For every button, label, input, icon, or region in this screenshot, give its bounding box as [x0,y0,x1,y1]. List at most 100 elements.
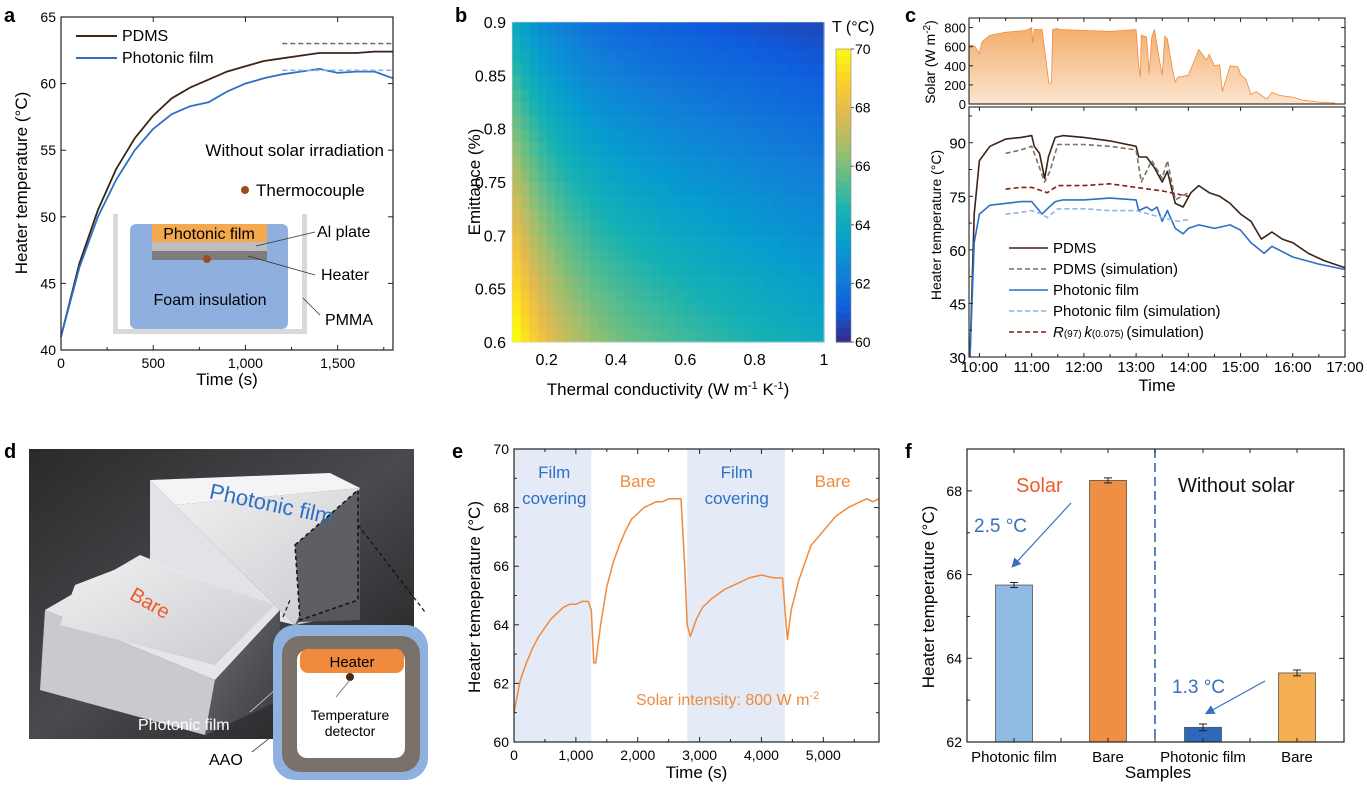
heatmap-cell [772,168,782,183]
heatmap-cell [555,22,565,36]
heatmap-cell [512,128,522,143]
heatmap-cell [546,222,556,236]
heatmap-cell [728,22,738,36]
heatmap-cell [676,288,686,303]
heatmap-cell [581,128,591,143]
x-category-label: Bare [1281,749,1313,766]
heatmap-cell [572,75,582,90]
heatmap-cell [789,88,799,103]
heatmap-cell [538,248,548,263]
heatmap-cell [624,195,634,210]
heatmap-cell [616,142,626,156]
colorbar-segment [836,298,851,306]
heatmap-cell [659,22,669,36]
heatmap-cell [728,182,738,196]
heatmap-cell [806,75,816,90]
heatmap-cell [780,275,790,290]
colorbar-tick-label: 68 [855,100,871,116]
heatmap-cell [728,88,738,103]
heatmap-cell [633,75,643,90]
heatmap-cell [676,248,686,263]
heatmap-cell [772,275,782,290]
plot-frame [60,16,394,351]
heatmap-cell [746,262,756,276]
heatmap-cell [529,222,539,236]
heatmap-cell [772,328,782,343]
heatmap-cell [512,182,522,196]
heatmap-cell [746,115,756,130]
heatmap-cell [607,222,617,236]
colorbar-segment [836,107,851,116]
heatmap-cell [555,262,565,276]
heatmap-cell [642,75,652,90]
heatmap-cell [806,62,816,76]
heatmap-cell [789,262,799,276]
heatmap-cell [711,248,721,263]
heatmap-cell [772,88,782,103]
heatmap-cell [642,22,652,36]
series-line-pdms [60,50,393,337]
heatmap-cell [720,328,730,343]
heatmap-cell [737,168,747,183]
heatmap-cell [659,168,669,183]
heatmap-cell [546,48,556,63]
heatmap-cell [642,315,652,330]
heatmap-cell [581,195,591,210]
arrow-solar [1011,502,1072,568]
heatmap-cell [564,275,574,290]
heatmap-cell [555,328,565,343]
heatmap-cell [746,35,756,50]
heatmap-cell [815,315,825,330]
heatmap-cell [581,262,591,276]
heatmap-cell [564,328,574,343]
y-tick-label: 75 [949,189,966,206]
heatmap-cell [702,115,712,130]
heatmap-cell [772,155,782,170]
heatmap-cell [720,288,730,303]
heatmap-cell [555,302,565,316]
heatmap-cell [564,128,574,143]
heatmap-cell [772,315,782,330]
heatmap-cell [754,22,764,36]
colorbar-segment [836,276,851,284]
heatmap-cell [806,222,816,236]
heatmap-cell [728,288,738,303]
heatmap-cell [633,62,643,76]
heatmap-cell [806,155,816,170]
heatmap-cell [711,315,721,330]
heatmap-cell [711,62,721,76]
heatmap-cell [789,35,799,50]
heatmap-cell [676,88,686,103]
heatmap-cell [590,22,600,36]
heatmap-cell [815,35,825,50]
heatmap-cell [737,328,747,343]
heatmap-cell [720,128,730,143]
heatmap-cell [694,222,704,236]
heatmap-cell [746,168,756,183]
heatmap-cell [685,168,695,183]
heatmap-cell [772,22,782,36]
heatmap-cell [754,168,764,183]
heatmap-cell [572,275,582,290]
heatmap-cell [642,128,652,143]
x-category-label: Photonic film [1160,749,1246,766]
heatmap-cell [642,275,652,290]
heatmap-cell [520,222,530,236]
heatmap-cell [633,48,643,63]
heatmap-cell [702,75,712,90]
heatmap-cell [694,75,704,90]
heatmap-cell [598,328,608,343]
heatmap-cell [815,142,825,156]
heatmap-cell [642,168,652,183]
heatmap-cell [737,35,747,50]
heatmap-cell [598,62,608,76]
heatmap-cell [694,302,704,316]
heatmap-cell [650,208,660,223]
legend-label: PDMS (simulation) [1053,261,1178,278]
shaded-region-film-covering [514,449,592,742]
heatmap-cell [806,128,816,143]
panel-label-b: b [455,5,467,27]
heatmap-cell [538,115,548,130]
al-plate-layer [152,242,267,251]
heatmap-cell [754,128,764,143]
